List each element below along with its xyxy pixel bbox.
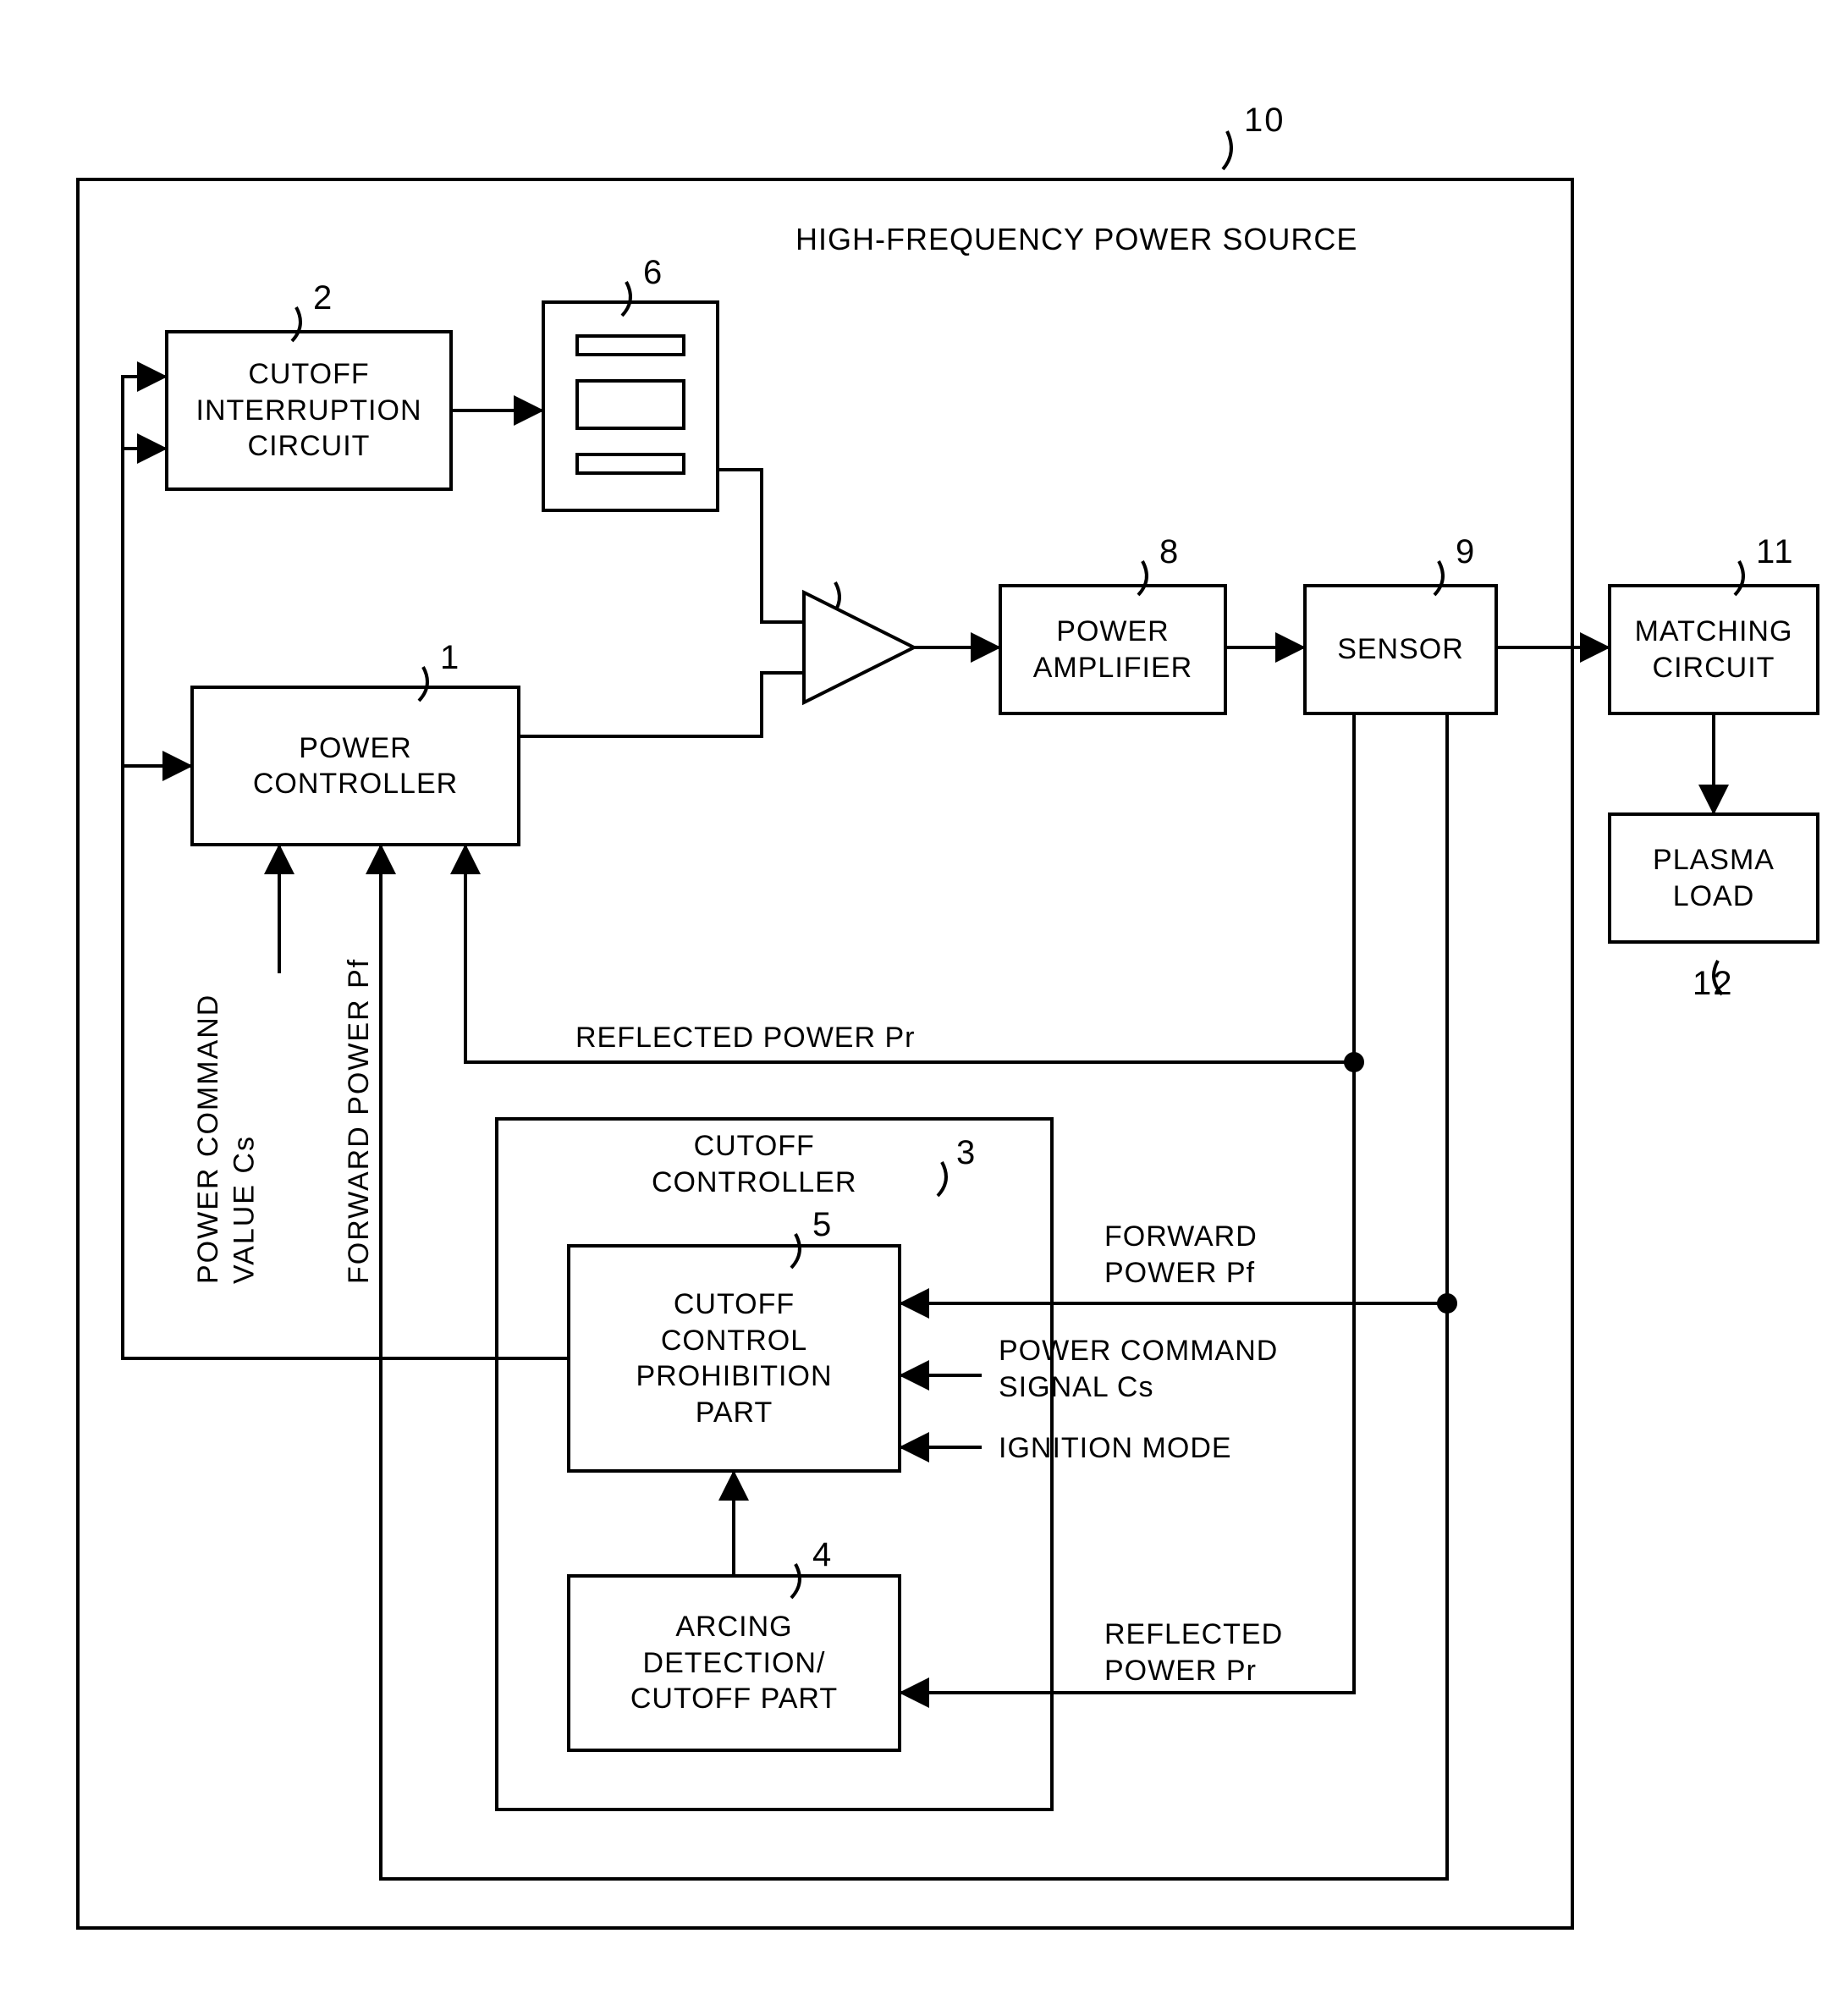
ref-11: 11 [1756, 533, 1795, 571]
ref-6: 6 [643, 254, 663, 292]
label-forward-power-left: FORWARD POWER Pf [341, 895, 377, 1284]
block-plasma-load-label: PLASMA LOAD [1653, 842, 1775, 914]
ref-10: 10 [1244, 102, 1285, 140]
block-power-controller: POWER CONTROLLER [190, 686, 520, 846]
block-cutoff-interruption: CUTOFF INTERRUPTION CIRCUIT [165, 330, 453, 491]
ref-4: 4 [812, 1536, 833, 1574]
ref-3: 3 [956, 1134, 977, 1172]
label-power-command-value: POWER COMMAND VALUE Cs [190, 895, 262, 1284]
label-reflected-power-top: REFLECTED POWER Pr [575, 1020, 915, 1056]
block-cutoff-prohibition: CUTOFF CONTROL PROHIBITION PART [567, 1244, 901, 1473]
block-power-amplifier-label: POWER AMPLIFIER [1033, 614, 1192, 686]
ref-12: 12 [1693, 965, 1734, 1003]
outer-title: HIGH-FREQUENCY POWER SOURCE [795, 220, 1357, 258]
block-plasma-load: PLASMA LOAD [1608, 812, 1819, 944]
oscillator-inner-bot [575, 453, 685, 475]
ref-5: 5 [812, 1206, 833, 1244]
block-matching-circuit: MATCHING CIRCUIT [1608, 584, 1819, 715]
block-sensor: SENSOR [1303, 584, 1498, 715]
block-arcing-detection: ARCING DETECTION/ CUTOFF PART [567, 1574, 901, 1752]
block-power-amplifier: POWER AMPLIFIER [999, 584, 1227, 715]
block-matching-circuit-label: MATCHING CIRCUIT [1635, 614, 1793, 686]
cutoff-controller-label: CUTOFF CONTROLLER [652, 1128, 856, 1200]
ref-2: 2 [313, 279, 333, 317]
label-power-command-signal: POWER COMMAND SIGNAL Cs [999, 1333, 1278, 1405]
oscillator-inner-top [575, 334, 685, 356]
ref-1: 1 [440, 639, 460, 677]
label-ignition-mode: IGNITION MODE [999, 1430, 1232, 1467]
label-forward-power-right: FORWARD POWER Pf [1104, 1219, 1258, 1291]
block-power-controller-label: POWER CONTROLLER [253, 730, 458, 802]
block-arcing-detection-label: ARCING DETECTION/ CUTOFF PART [630, 1609, 838, 1717]
ref-8: 8 [1159, 533, 1180, 571]
block-sensor-label: SENSOR [1337, 631, 1464, 668]
block-cutoff-prohibition-label: CUTOFF CONTROL PROHIBITION PART [636, 1286, 832, 1430]
block-cutoff-interruption-label: CUTOFF INTERRUPTION CIRCUIT [196, 356, 422, 465]
oscillator-inner-mid [575, 379, 685, 430]
ref-9: 9 [1456, 533, 1476, 571]
label-reflected-power-bottom: REFLECTED POWER Pr [1104, 1617, 1283, 1688]
